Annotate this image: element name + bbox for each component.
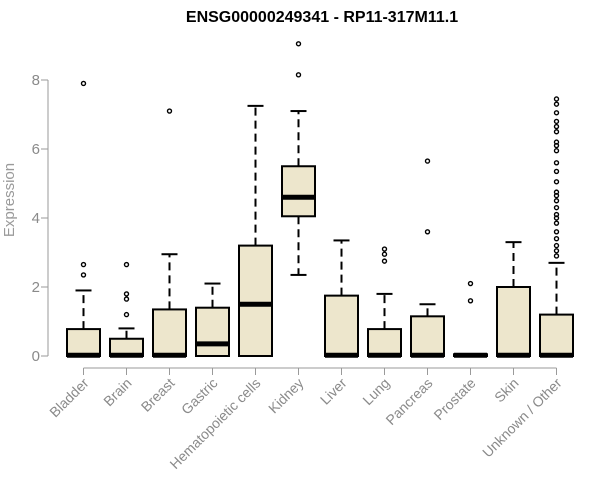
outlier-point	[467, 298, 474, 304]
x-tick-label: Skin	[491, 375, 522, 406]
x-tick-label: Pancreas	[382, 375, 435, 428]
outlier-point	[123, 296, 130, 302]
outlier-point	[80, 272, 87, 278]
y-tick-label: 6	[32, 141, 40, 158]
outlier-point	[553, 229, 560, 235]
y-tick-label: 8	[32, 72, 40, 89]
box-group	[453, 280, 488, 358]
box-iqr	[195, 306, 230, 358]
outlier-point	[553, 101, 560, 107]
y-tick-label: 2	[32, 279, 40, 296]
box-group	[410, 158, 445, 358]
outlier-point	[553, 110, 560, 116]
outlier-point	[553, 168, 560, 175]
x-tick-label: Unknown / Other	[479, 375, 565, 461]
box-iqr	[152, 308, 187, 357]
outlier-point	[424, 229, 431, 235]
outlier-point	[553, 96, 560, 102]
x-tick-label: Kidney	[265, 375, 307, 417]
outlier-point	[467, 280, 474, 287]
box-group	[281, 41, 316, 276]
outlier-point	[424, 158, 431, 164]
box-group	[539, 96, 574, 358]
outlier-point	[295, 41, 302, 47]
outlier-point	[553, 253, 560, 259]
box-iqr	[324, 294, 359, 357]
x-tick-label: Brain	[100, 375, 134, 409]
outlier-point	[381, 251, 388, 257]
y-tick-label: 0	[32, 348, 40, 365]
box-group	[195, 282, 230, 358]
y-tick-label: 4	[32, 210, 40, 227]
outlier-point	[553, 204, 560, 211]
box-iqr	[539, 313, 574, 358]
box-iqr	[281, 165, 316, 218]
chart-title: ENSG00000249341 - RP11-317M11.1	[186, 9, 458, 26]
outlier-point	[553, 242, 560, 249]
outlier-point	[553, 118, 560, 125]
outlier-point	[553, 148, 560, 154]
outlier-point	[553, 198, 560, 204]
outlier-point	[381, 258, 388, 264]
outlier-point	[553, 189, 560, 195]
outlier-point	[553, 129, 560, 135]
x-tick-label: Breast	[138, 375, 178, 415]
box-group	[152, 108, 187, 358]
box-group	[238, 104, 273, 358]
outlier-point	[381, 246, 388, 252]
outlier-point	[295, 72, 302, 78]
outlier-point	[123, 311, 130, 318]
box-group	[496, 241, 531, 358]
box-iqr	[496, 286, 531, 357]
outlier-point	[80, 261, 87, 268]
box-group	[324, 239, 359, 358]
outlier-point	[553, 235, 560, 242]
x-tick-label: Liver	[317, 375, 350, 408]
box-iqr	[66, 328, 101, 357]
box-iqr	[410, 315, 445, 358]
outlier-point	[166, 108, 173, 114]
y-axis: 0 2 4 6 8	[32, 72, 49, 365]
outlier-point	[123, 261, 130, 268]
outlier-point	[553, 248, 560, 254]
box-group	[367, 246, 402, 358]
box-group	[109, 261, 144, 358]
x-tick-label: Bladder	[46, 375, 92, 421]
box-iqr	[238, 244, 273, 358]
boxes-layer	[66, 41, 574, 358]
x-tick-label: Gastric	[178, 375, 221, 418]
x-tick-label: Lung	[359, 375, 392, 408]
outlier-point	[80, 80, 87, 87]
outlier-point	[553, 211, 560, 218]
box-iqr	[367, 328, 402, 357]
box-group	[66, 80, 101, 358]
outlier-point	[553, 123, 560, 130]
outlier-point	[553, 179, 560, 185]
outlier-point	[553, 139, 560, 145]
y-axis-label: Expression	[1, 163, 18, 237]
x-tick-label: Prostate	[430, 375, 478, 423]
outlier-point	[553, 220, 560, 226]
outlier-point	[553, 160, 560, 166]
outlier-point	[123, 291, 130, 297]
